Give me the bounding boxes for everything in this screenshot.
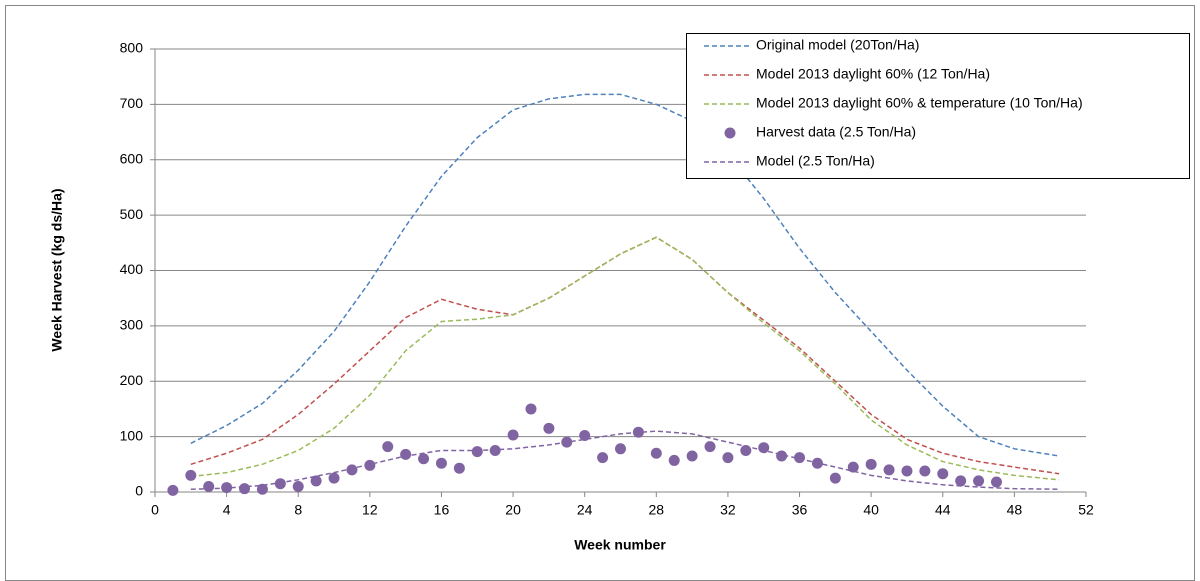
point bbox=[328, 472, 340, 484]
point bbox=[650, 447, 662, 459]
point bbox=[525, 403, 537, 415]
point bbox=[758, 442, 770, 454]
point bbox=[883, 464, 895, 476]
y-tick-label: 100 bbox=[120, 427, 144, 443]
point bbox=[453, 462, 465, 474]
legend-label: Model 2013 daylight 60% (12 Ton/Ha) bbox=[756, 66, 990, 82]
y-tick-label: 700 bbox=[120, 95, 144, 111]
point bbox=[794, 452, 806, 464]
y-tick-label: 600 bbox=[120, 150, 144, 166]
legend-label: Original model (20Ton/Ha) bbox=[756, 37, 919, 53]
point bbox=[722, 452, 734, 464]
point bbox=[686, 450, 698, 462]
y-tick-label: 500 bbox=[120, 206, 144, 222]
point bbox=[239, 483, 251, 495]
point bbox=[185, 469, 197, 481]
line bbox=[190, 93, 1060, 457]
x-tick-label: 28 bbox=[649, 502, 665, 518]
point bbox=[704, 441, 716, 453]
legend-label: Model (2.5 Ton/Ha) bbox=[756, 153, 875, 169]
legend-label: Model 2013 daylight 60% & temperature (1… bbox=[756, 95, 1083, 111]
point bbox=[346, 464, 358, 476]
x-tick-label: 24 bbox=[577, 502, 593, 518]
point bbox=[256, 483, 268, 495]
y-tick-label: 300 bbox=[120, 317, 144, 333]
point bbox=[597, 452, 609, 464]
point bbox=[274, 478, 286, 490]
x-tick-label: 8 bbox=[294, 502, 302, 518]
point bbox=[615, 443, 626, 455]
x-tick-label: 44 bbox=[935, 502, 951, 518]
x-tick-label: 20 bbox=[505, 502, 521, 518]
point bbox=[507, 429, 519, 441]
point bbox=[901, 465, 913, 477]
x-tick-label: 48 bbox=[1007, 502, 1023, 518]
point bbox=[829, 472, 841, 484]
legend-box bbox=[686, 33, 1190, 179]
y-axis-title: Week Harvest (kg ds/Ha) bbox=[49, 188, 65, 351]
legend-marker bbox=[724, 127, 736, 139]
point bbox=[400, 448, 412, 460]
point bbox=[471, 446, 483, 458]
y-tick-label: 400 bbox=[120, 261, 144, 277]
legend-label: Harvest data (2.5 Ton/Ha) bbox=[756, 124, 916, 140]
point bbox=[310, 475, 322, 487]
x-axis-title: Week number bbox=[574, 537, 666, 553]
x-tick-label: 12 bbox=[362, 502, 378, 518]
y-tick-label: 0 bbox=[135, 483, 143, 499]
point bbox=[668, 454, 680, 466]
x-tick-label: 16 bbox=[434, 502, 450, 518]
point bbox=[435, 457, 447, 469]
point bbox=[937, 468, 949, 480]
point bbox=[990, 476, 1002, 488]
x-tick-label: 4 bbox=[223, 502, 231, 518]
point bbox=[203, 480, 215, 492]
line bbox=[190, 236, 1060, 481]
x-tick-label: 32 bbox=[720, 502, 736, 518]
point bbox=[919, 465, 931, 477]
point bbox=[418, 453, 430, 465]
point bbox=[382, 441, 394, 453]
point bbox=[292, 480, 304, 492]
line bbox=[190, 430, 1060, 490]
y-tick-label: 800 bbox=[120, 40, 144, 56]
x-tick-label: 52 bbox=[1078, 502, 1094, 518]
point bbox=[865, 458, 877, 470]
point bbox=[955, 475, 967, 487]
point bbox=[543, 422, 555, 434]
x-tick-label: 40 bbox=[863, 502, 879, 518]
point bbox=[973, 475, 985, 487]
x-tick-label: 36 bbox=[792, 502, 808, 518]
point bbox=[364, 459, 376, 471]
point bbox=[167, 484, 179, 496]
y-tick-label: 200 bbox=[120, 372, 144, 388]
x-tick-label: 0 bbox=[151, 502, 159, 518]
point bbox=[489, 444, 501, 456]
